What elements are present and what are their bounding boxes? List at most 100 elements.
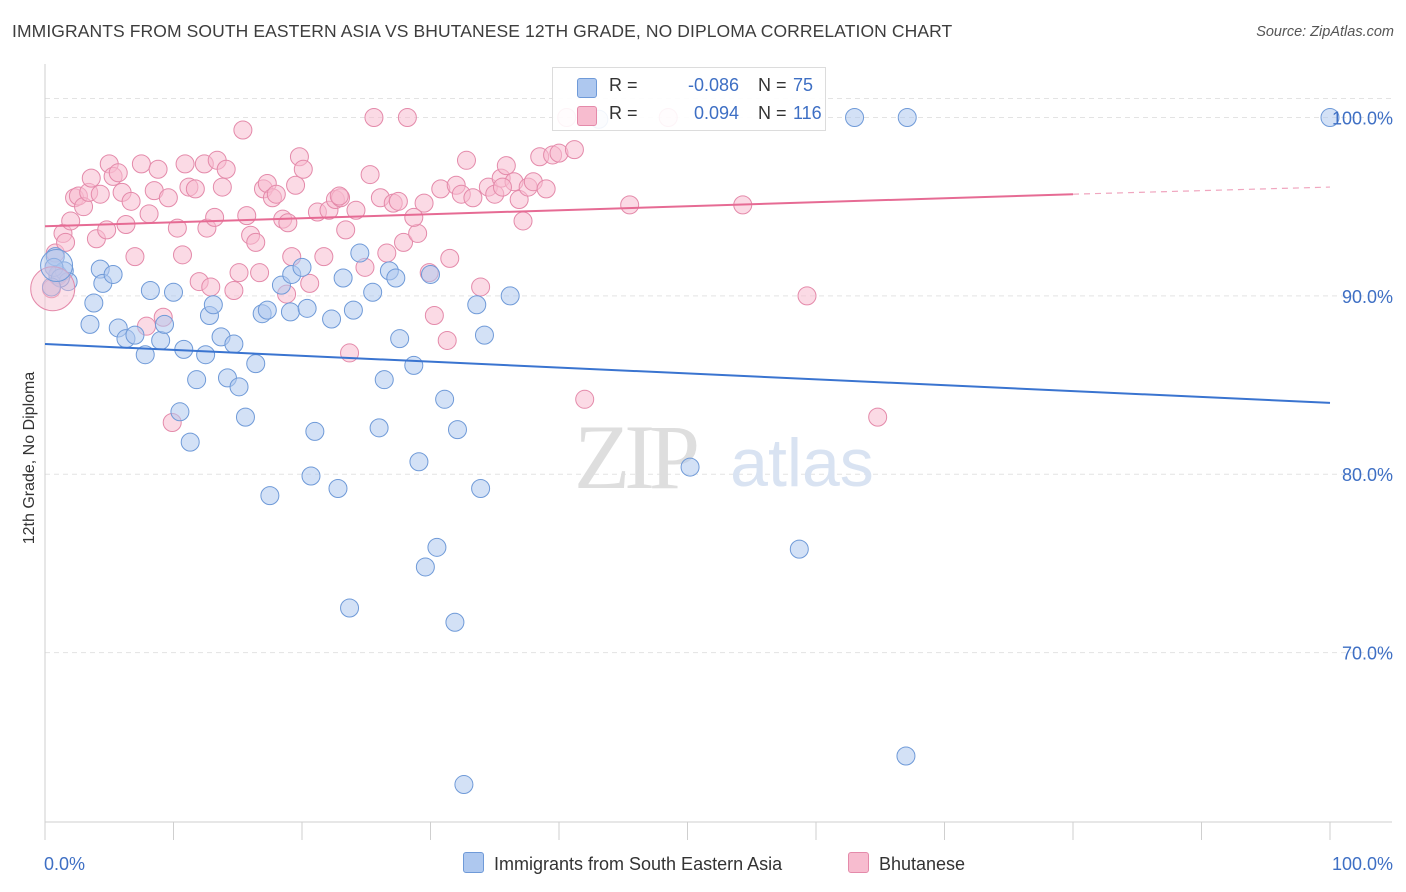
legend-n-value-bhutanese: 116: [793, 103, 822, 123]
bhutanese-point: [329, 186, 349, 206]
bhutanese-point: [360, 165, 380, 185]
bhutanese-point: [216, 159, 236, 179]
bhutanese-point: [397, 108, 417, 128]
sea-point: [369, 418, 389, 438]
sea-point: [421, 264, 440, 284]
sea-point: [680, 457, 700, 477]
bhutanese-point: [175, 154, 195, 174]
bhutanese-point: [424, 305, 444, 325]
watermark-atlas: atlas: [730, 425, 874, 501]
sea-point: [374, 370, 394, 390]
sea-point: [350, 243, 370, 263]
sea-point: [340, 598, 360, 618]
bhutanese-point: [471, 277, 491, 297]
bhutanese-point: [492, 177, 512, 197]
bhutanese-point: [90, 184, 110, 204]
bhutanese-point: [125, 247, 145, 267]
bhutanese-point: [336, 220, 356, 240]
bhutanese-point: [536, 179, 556, 199]
sea-point: [322, 309, 342, 329]
sea-point: [427, 537, 447, 557]
bhutanese-point-cluster: [30, 266, 76, 312]
sea-point: [301, 466, 321, 486]
bhutanese-point: [414, 193, 434, 213]
sea-point: [454, 775, 474, 795]
sea-point: [180, 432, 200, 452]
sea-point: [305, 421, 325, 441]
sea-point: [409, 452, 429, 472]
sea-point: [170, 402, 190, 422]
bhutanese-point: [377, 243, 397, 263]
bhutanese-point: [139, 204, 159, 224]
bhutanese-point: [431, 179, 451, 199]
bhutanese-point: [437, 330, 457, 350]
bhutanese-point: [212, 177, 232, 197]
sea-point: [280, 302, 300, 322]
sea-point: [415, 557, 435, 577]
bottom-legend-label-sea: Immigrants from South Eastern Asia: [494, 854, 783, 874]
bhutanese-point: [513, 211, 533, 231]
sea-point: [80, 314, 100, 334]
sea-point: [196, 345, 216, 365]
sea-trend-line: [44, 343, 1331, 404]
y-tick-label: 90.0%: [1342, 287, 1393, 307]
bhutanese-point: [314, 247, 334, 267]
bhutanese-point: [575, 389, 595, 409]
bhutanese-point: [293, 159, 313, 179]
bhutanese-point: [394, 232, 414, 252]
sea-point: [151, 330, 171, 350]
bhutanese-point: [131, 154, 151, 174]
sea-point: [404, 355, 424, 375]
bhutanese-point: [61, 211, 81, 231]
bhutanese-point: [237, 206, 257, 226]
x-tick-label-min: 0.0%: [44, 854, 85, 874]
sea-point: [845, 108, 865, 128]
legend-swatch-bhutanese: [577, 106, 597, 126]
bhutanese-point: [201, 277, 221, 297]
sea-point: [246, 354, 266, 374]
sea-point-cluster: [40, 249, 74, 283]
bhutanese-point: [549, 143, 569, 163]
bhutanese-point: [408, 223, 428, 243]
bhutanese-point: [148, 159, 168, 179]
trend-lines: [44, 186, 1331, 404]
legend-n-label: N =: [758, 103, 787, 123]
bhutanese-point: [167, 218, 187, 238]
stats-legend: R = -0.086 N = 75 R = 0.094 N = 116: [552, 67, 826, 131]
bhutanese-point: [364, 108, 384, 128]
sea-point: [390, 329, 410, 349]
sea-point: [447, 420, 467, 440]
bhutanese-point: [456, 150, 476, 170]
legend-n-label: N =: [758, 75, 787, 95]
y-tick-label: 70.0%: [1342, 644, 1393, 664]
sea-point: [164, 282, 183, 302]
sea-point: [203, 295, 223, 315]
bhutanese-point: [564, 140, 584, 160]
sea-point: [897, 108, 917, 128]
sea-point: [500, 286, 520, 306]
sea-point: [896, 746, 916, 766]
sea-point: [474, 325, 494, 345]
bhutanese-point: [81, 168, 101, 188]
bhutanese-point: [404, 207, 424, 227]
bottom-legend-sea: Immigrants from South Eastern Asia: [463, 852, 782, 875]
sea-point: [333, 268, 353, 288]
bhutanese-point: [250, 263, 270, 283]
data-points: [30, 108, 1340, 795]
bhutanese-point: [300, 273, 320, 293]
bhutanese-point: [278, 213, 298, 233]
tick-labels: 70.0% 80.0% 90.0% 100.0% 0.0% 100.0%: [44, 109, 1393, 874]
sea-point: [224, 334, 244, 354]
watermark: ZIP atlas: [574, 406, 874, 508]
sea-point: [257, 300, 277, 320]
sea-point: [386, 268, 406, 288]
watermark-zip: ZIP: [574, 406, 697, 508]
sea-point: [84, 293, 104, 313]
bhutanese-point: [388, 191, 408, 211]
sea-point: [135, 345, 155, 365]
bhutanese-point: [346, 200, 366, 220]
bhutanese-point: [185, 179, 205, 199]
bhutanese-point: [868, 407, 888, 427]
sea-point: [1320, 108, 1340, 128]
